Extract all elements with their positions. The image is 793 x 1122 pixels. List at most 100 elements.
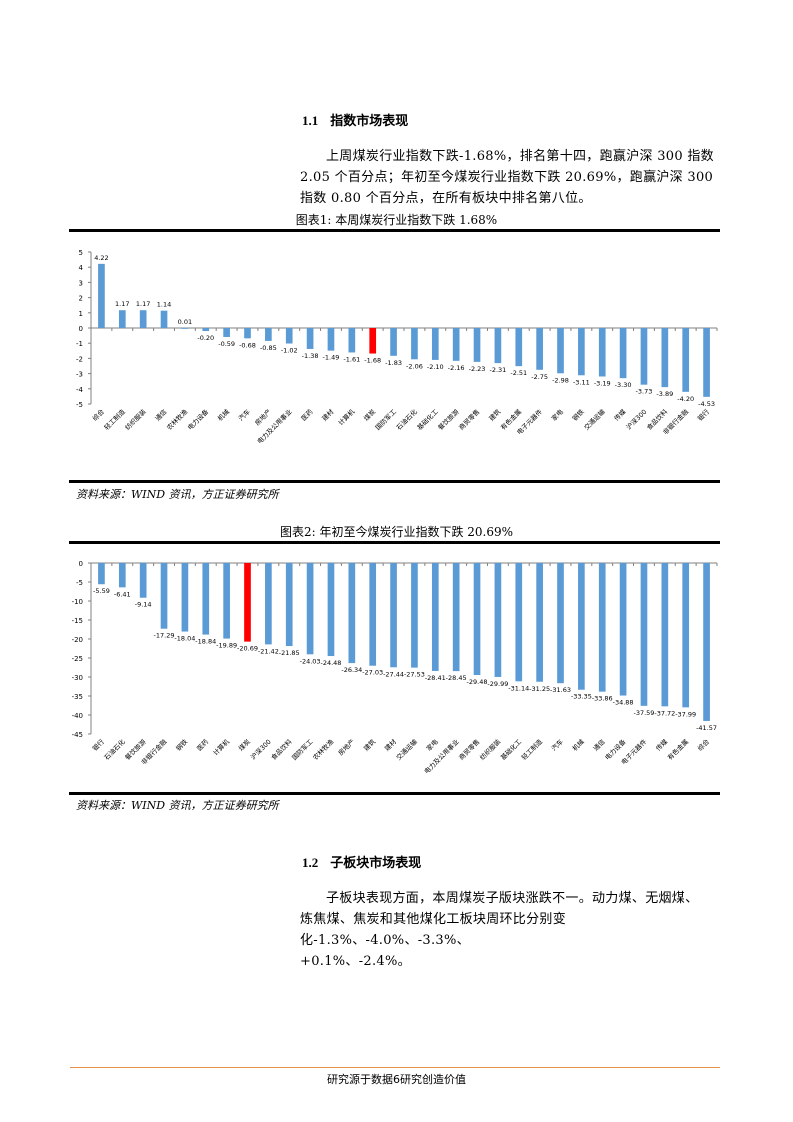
figure-2-bottom-rule: [69, 792, 720, 795]
category-label: 轻工制造: [519, 737, 544, 762]
category-label: 纺织服装: [478, 737, 503, 762]
y-tick-label: 1: [79, 310, 83, 318]
bar: [661, 328, 669, 388]
category-label: 煤炭: [236, 737, 252, 753]
y-tick-label: -25: [72, 655, 83, 663]
category-label: 钢铁: [570, 407, 586, 423]
bar: [265, 328, 272, 341]
bar: [390, 563, 397, 668]
bar: [139, 310, 147, 328]
bar-value-label: -20.69: [237, 645, 258, 653]
bar: [515, 328, 523, 367]
bar-value-label: -31.63: [550, 686, 571, 694]
bar: [557, 328, 564, 374]
category-label: 房地产: [253, 407, 274, 428]
bar: [181, 327, 189, 329]
category-label: 建筑: [487, 407, 503, 423]
y-tick-label: 0: [79, 560, 83, 568]
figure-2-top-rule: [69, 541, 720, 544]
bar-value-label: -2.16: [448, 364, 465, 372]
paragraph-line: 炼焦煤、焦炭和其他煤化工板块周环比分别变化-1.3%、-4.0%、-3.3%、: [300, 912, 567, 948]
bar: [348, 328, 356, 353]
category-label: 传媒: [654, 737, 670, 753]
bar: [181, 563, 189, 632]
paragraph-line: 上周煤炭行业指数下跌-1.68%，排名第十四，跑赢沪深 300 指数: [326, 149, 714, 164]
category-label: 综合: [90, 407, 106, 423]
bar-value-label: -1.49: [323, 354, 340, 362]
bar-value-label: -17.29: [154, 632, 175, 640]
bar-value-label: -33.86: [592, 695, 613, 703]
bar: [598, 563, 606, 692]
bar-value-label: -1.02: [281, 347, 298, 355]
y-tick-label: -15: [72, 617, 83, 625]
category-label: 沪深300: [248, 737, 272, 761]
bar-value-label: -18.04: [174, 635, 195, 643]
bar-value-label: -3.19: [594, 379, 611, 387]
category-label: 交通运输: [394, 737, 419, 762]
bar: [306, 563, 314, 655]
category-label: 建材: [320, 407, 336, 423]
bar-value-label: -18.84: [195, 638, 216, 646]
bar-value-label: -27.44: [383, 670, 404, 678]
figure-1-top-rule: [69, 229, 720, 232]
category-label: 食品饮料: [269, 737, 294, 762]
section-heading-1-2: 1.2 子板块市场表现: [302, 852, 421, 871]
category-label: 基础化工: [498, 737, 523, 762]
paragraph-line: 子板块表现方面，本周煤炭子版块涨跌不一。动力煤、无烟煤、: [326, 891, 699, 906]
bar-value-label: -29.99: [487, 680, 508, 688]
y-tick-label: -4: [76, 386, 84, 394]
bar: [473, 328, 481, 362]
bar-value-label: -2.23: [469, 365, 486, 373]
bar: [265, 563, 272, 645]
bar-value-label: -37.59: [633, 709, 654, 717]
bar: [557, 563, 564, 684]
y-tick-label: -40: [72, 712, 83, 720]
category-label: 计算机: [211, 737, 232, 758]
y-tick-label: -30: [72, 674, 83, 682]
bar-value-label: -5.59: [93, 587, 110, 595]
bar: [244, 563, 251, 642]
category-label: 通信: [591, 737, 607, 753]
section-1-2-paragraph: 子板块表现方面，本周煤炭子版块涨跌不一。动力煤、无烟煤、 炼焦煤、焦炭和其他煤化…: [300, 888, 720, 972]
bar-value-label: -37.72: [654, 709, 675, 717]
y-tick-label: -20: [72, 636, 83, 644]
bar-value-label: -0.59: [218, 340, 235, 348]
bar-value-label: -21.85: [279, 649, 300, 657]
bar-value-label: -3.73: [636, 388, 653, 396]
bar-value-label: -4.20: [677, 395, 694, 403]
category-label: 家电: [549, 407, 565, 423]
category-label: 轻工制造: [102, 407, 127, 432]
y-tick-label: 4: [79, 264, 84, 272]
bar: [431, 563, 439, 671]
bar: [285, 563, 293, 647]
category-label: 电力及公用事业: [255, 407, 294, 446]
bar: [369, 563, 377, 666]
category-label: 农林牧渔: [165, 407, 190, 432]
bar: [640, 328, 648, 385]
bar-value-label: -27.03: [362, 669, 383, 677]
bar-value-label: -28.45: [446, 674, 467, 682]
bar-value-label: -2.31: [489, 366, 506, 374]
bar: [223, 563, 230, 639]
category-label: 银行: [695, 407, 711, 423]
figure-2-caption: 图表2: 年初至今煤炭行业指数下跌 20.69%: [279, 525, 514, 539]
bar-value-label: -1.38: [302, 352, 319, 360]
bar: [703, 563, 710, 721]
bar: [578, 563, 585, 690]
category-label: 家电: [424, 737, 440, 753]
bar: [452, 563, 460, 672]
figure-2-bar-chart: 0 -5 -10 -15 -20 -25 -30 -35 -40 -45 -5.59 银行 -6.41 石…: [72, 560, 718, 776]
bar: [118, 563, 126, 588]
y-tick-label: -1: [76, 340, 83, 348]
section-1-1-paragraph: 上周煤炭行业指数下跌-1.68%，排名第十四，跑赢沪深 300 指数 2.05 …: [300, 146, 720, 209]
y-tick-label: 5: [79, 249, 83, 257]
bar-value-label: -1.68: [364, 357, 381, 365]
bar-value-label: -28.41: [425, 674, 446, 682]
y-tick-label: 3: [79, 279, 83, 287]
bar: [515, 563, 523, 682]
bar: [118, 310, 126, 328]
bar: [390, 328, 397, 356]
paragraph-line: 指数 0.80 个百分点，在所有板块中排名第八位。: [300, 191, 592, 206]
bar-value-label: -31.14: [508, 684, 529, 692]
bar-value-label: -2.10: [427, 363, 444, 371]
